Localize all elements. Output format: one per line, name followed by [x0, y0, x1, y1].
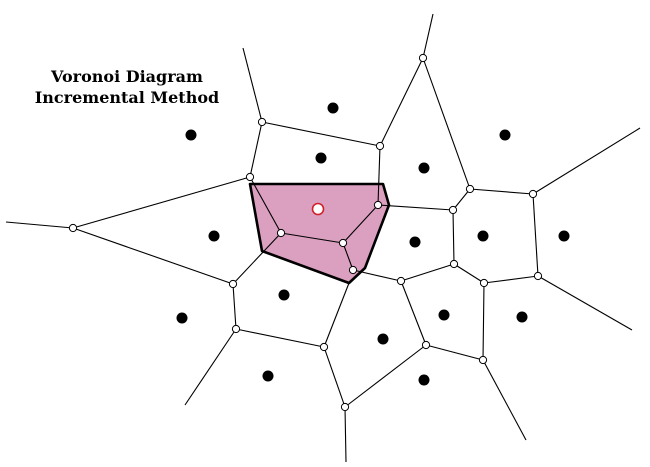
voronoi-edge [532, 127, 641, 195]
site-point [499, 129, 511, 141]
voronoi-edge [422, 13, 434, 59]
voronoi-edge [483, 275, 539, 284]
voronoi-vertex [479, 278, 489, 288]
voronoi-edge [342, 204, 379, 244]
voronoi-vertex [375, 141, 385, 151]
voronoi-vertex [448, 205, 458, 215]
voronoi-edge [400, 263, 455, 282]
voronoi-edge [323, 282, 350, 348]
voronoi-edge [537, 275, 633, 331]
edge-layer [5, 13, 641, 463]
voronoi-vertex [257, 117, 267, 127]
voronoi-edge [352, 269, 402, 282]
site-point [516, 311, 528, 323]
voronoi-vertex [319, 342, 329, 352]
voronoi-vertex [348, 265, 358, 275]
voronoi-edge [377, 145, 381, 206]
voronoi-edge [379, 57, 424, 147]
voronoi-vertex [340, 402, 350, 412]
title-line-2: Incremental Method [34, 88, 220, 107]
site-point [377, 333, 389, 345]
site-point [176, 312, 188, 324]
voronoi-edge [235, 328, 325, 348]
site-layer [176, 102, 570, 386]
voronoi-vertex [276, 228, 286, 238]
voronoi-edge [5, 221, 74, 229]
voronoi-edge [344, 406, 347, 463]
diagram-title: Voronoi Diagram Incremental Method [22, 66, 232, 108]
site-point [185, 129, 197, 141]
voronoi-vertex [338, 238, 348, 248]
voronoi-edge [184, 328, 237, 406]
voronoi-edge [425, 344, 484, 361]
voronoi-vertex [421, 340, 431, 350]
voronoi-edge [469, 188, 534, 195]
voronoi-vertex [478, 355, 488, 365]
site-point [262, 370, 274, 382]
voronoi-vertex [245, 172, 255, 182]
voronoi-edge [482, 282, 485, 361]
voronoi-edge [232, 232, 282, 285]
site-point [477, 230, 489, 242]
voronoi-edge [453, 263, 485, 284]
site-point [315, 152, 327, 164]
site-point [208, 230, 220, 242]
voronoi-vertex [418, 53, 428, 63]
voronoi-edge [482, 359, 527, 441]
voronoi-vertex [396, 276, 406, 286]
site-point [418, 374, 430, 386]
site-point [438, 309, 450, 321]
voronoi-edge [261, 121, 381, 147]
voronoi-edge [452, 188, 471, 211]
voronoi-edge [72, 176, 251, 229]
voronoi-edge [242, 47, 263, 123]
voronoi-vertex [373, 200, 383, 210]
voronoi-edge [377, 204, 454, 211]
site-point [327, 102, 339, 114]
voronoi-edge [323, 346, 346, 408]
voronoi-edge [344, 344, 427, 408]
vertex-layer [68, 53, 543, 412]
voronoi-edge [342, 242, 354, 271]
voronoi-edge [452, 209, 455, 265]
voronoi-edge [249, 176, 282, 234]
voronoi-edge [72, 227, 234, 285]
site-point [558, 230, 570, 242]
voronoi-edge [232, 283, 237, 330]
new-voronoi-cell [248, 182, 391, 285]
voronoi-vertex [228, 279, 238, 289]
voronoi-vertex [528, 189, 538, 199]
voronoi-edge [400, 280, 427, 346]
new-site-point [311, 202, 325, 216]
new-cell-layer [248, 182, 391, 285]
voronoi-edge [249, 121, 263, 178]
voronoi-vertex [533, 271, 543, 281]
voronoi-edge [532, 193, 539, 277]
site-point [418, 162, 430, 174]
voronoi-vertex [68, 223, 78, 233]
voronoi-vertex [465, 184, 475, 194]
voronoi-edge [280, 232, 344, 244]
voronoi-vertex [231, 324, 241, 334]
site-point [278, 289, 290, 301]
voronoi-edge [422, 57, 471, 190]
site-point [409, 236, 421, 248]
title-line-1: Voronoi Diagram [51, 67, 203, 86]
voronoi-vertex [449, 259, 459, 269]
